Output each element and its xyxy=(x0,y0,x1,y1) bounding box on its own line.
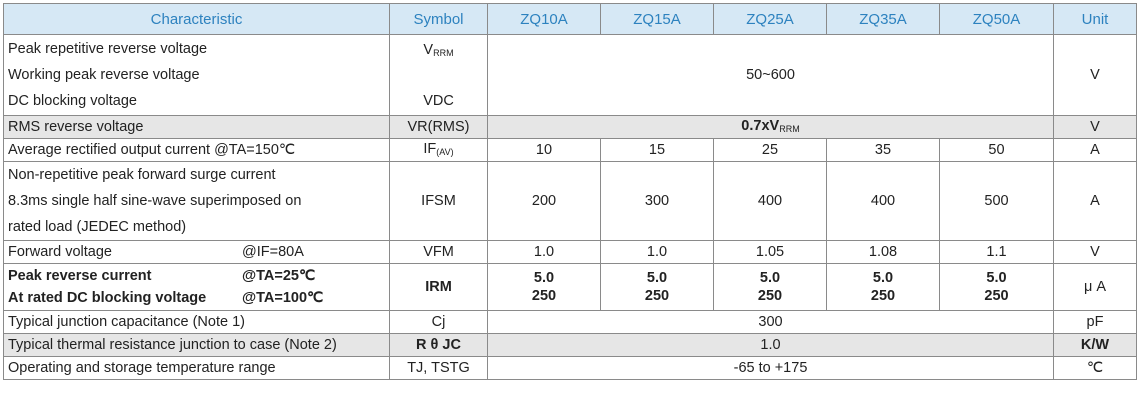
symbol-vdc: VDC xyxy=(423,93,454,109)
value-cell: 5.0 250 xyxy=(826,263,940,311)
characteristic-line: Non-repetitive peak forward surge curren… xyxy=(8,167,276,183)
value-cell: 1.0 xyxy=(600,240,714,264)
characteristic-cell: RMS reverse voltage xyxy=(3,115,390,139)
characteristic-cell: Peak reverse current @TA=25℃ At rated DC… xyxy=(3,263,390,311)
characteristic-line: Peak repetitive reverse voltage xyxy=(8,41,208,57)
unit-cell: V xyxy=(1053,115,1137,139)
ratings-table: Characteristic Symbol ZQ10A ZQ15A ZQ25A … xyxy=(3,3,1137,380)
characteristic-cell: Peak repetitive reverse voltage Working … xyxy=(3,34,390,116)
symbol-cell: VRRM VDC xyxy=(389,34,488,116)
value-cell: 400 xyxy=(826,161,940,241)
symbol-cell: IF(AV) xyxy=(389,138,488,162)
unit-cell: K/W xyxy=(1053,333,1137,357)
value-cell: 35 xyxy=(826,138,940,162)
characteristic-cell: Operating and storage temperature range xyxy=(3,356,390,380)
unit-cell: μ A xyxy=(1053,263,1137,311)
value-cell: 1.0 xyxy=(487,333,1054,357)
row-block-voltage: Peak repetitive reverse voltage Working … xyxy=(3,34,1137,116)
header-row: Characteristic Symbol ZQ10A ZQ15A ZQ25A … xyxy=(3,3,1137,35)
header-model: ZQ50A xyxy=(939,3,1054,35)
value-cell: 5.0 250 xyxy=(939,263,1054,311)
symbol-vrrm: VRRM xyxy=(423,42,454,58)
header-model: ZQ25A xyxy=(713,3,827,35)
header-symbol: Symbol xyxy=(389,3,488,35)
characteristic-label: Forward voltage xyxy=(8,243,112,260)
value-cell: 5.0 250 xyxy=(487,263,601,311)
row-rms: RMS reverse voltage VR(RMS) 0.7xVRRM V xyxy=(3,115,1137,139)
value-cell: 300 xyxy=(487,310,1054,334)
characteristic-cell: Forward voltage @IF=80A xyxy=(3,240,390,264)
value-cell: 50 xyxy=(939,138,1054,162)
header-characteristic: Characteristic xyxy=(3,3,390,35)
characteristic-cell: Average rectified output current @TA=150… xyxy=(3,138,390,162)
condition-label: @IF=80A xyxy=(242,243,304,260)
value-cell: 1.0 xyxy=(487,240,601,264)
value-cell: 5.0 250 xyxy=(600,263,714,311)
row-capacitance: Typical junction capacitance (Note 1) Cj… xyxy=(3,310,1137,334)
value-cell: 10 xyxy=(487,138,601,162)
header-unit: Unit xyxy=(1053,3,1137,35)
ratings-table-container: Characteristic Symbol ZQ10A ZQ15A ZQ25A … xyxy=(3,3,1137,380)
symbol-cell: IRM xyxy=(389,263,488,311)
header-model: ZQ15A xyxy=(600,3,714,35)
value-cell: 50~600 xyxy=(487,34,1054,116)
row-surge: Non-repetitive peak forward surge curren… xyxy=(3,161,1137,241)
characteristic-line: DC blocking voltage xyxy=(8,93,137,109)
row-reverse-current: Peak reverse current @TA=25℃ At rated DC… xyxy=(3,263,1137,311)
characteristic-cell: Typical junction capacitance (Note 1) xyxy=(3,310,390,334)
symbol-cell: Cj xyxy=(389,310,488,334)
value-cell: 1.1 xyxy=(939,240,1054,264)
symbol-cell: TJ, TSTG xyxy=(389,356,488,380)
value-cell: 15 xyxy=(600,138,714,162)
row-thermal: Typical thermal resistance junction to c… xyxy=(3,333,1137,357)
value-cell: 5.0 250 xyxy=(713,263,827,311)
unit-cell: V xyxy=(1053,34,1137,116)
characteristic-line: At rated DC blocking voltage @TA=100℃ xyxy=(8,290,324,306)
value-cell: 300 xyxy=(600,161,714,241)
unit-cell: pF xyxy=(1053,310,1137,334)
symbol-cell: VFM xyxy=(389,240,488,264)
row-forward-voltage: Forward voltage @IF=80A VFM 1.0 1.0 1.05… xyxy=(3,240,1137,264)
symbol-cell: VR(RMS) xyxy=(389,115,488,139)
row-avg-current: Average rectified output current @TA=150… xyxy=(3,138,1137,162)
header-model: ZQ10A xyxy=(487,3,601,35)
value-cell: 500 xyxy=(939,161,1054,241)
value-cell: 0.7xVRRM xyxy=(487,115,1054,139)
characteristic-cell: Non-repetitive peak forward surge curren… xyxy=(3,161,390,241)
characteristic-line: 8.3ms single half sine-wave superimposed… xyxy=(8,193,302,209)
row-temperature: Operating and storage temperature range … xyxy=(3,356,1137,380)
characteristic-line: rated load (JEDEC method) xyxy=(8,219,187,235)
characteristic-line: Peak reverse current @TA=25℃ xyxy=(8,268,316,284)
value-cell: 1.05 xyxy=(713,240,827,264)
header-model: ZQ35A xyxy=(826,3,940,35)
value-cell: 25 xyxy=(713,138,827,162)
unit-cell: ℃ xyxy=(1053,356,1137,380)
characteristic-line: Working peak reverse voltage xyxy=(8,67,200,83)
value-cell: 400 xyxy=(713,161,827,241)
symbol-cell: IFSM xyxy=(389,161,488,241)
value-cell: 200 xyxy=(487,161,601,241)
characteristic-cell: Typical thermal resistance junction to c… xyxy=(3,333,390,357)
value-cell: -65 to +175 xyxy=(487,356,1054,380)
symbol-cell: R θ JC xyxy=(389,333,488,357)
unit-cell: V xyxy=(1053,240,1137,264)
unit-cell: A xyxy=(1053,161,1137,241)
unit-cell: A xyxy=(1053,138,1137,162)
value-cell: 1.08 xyxy=(826,240,940,264)
